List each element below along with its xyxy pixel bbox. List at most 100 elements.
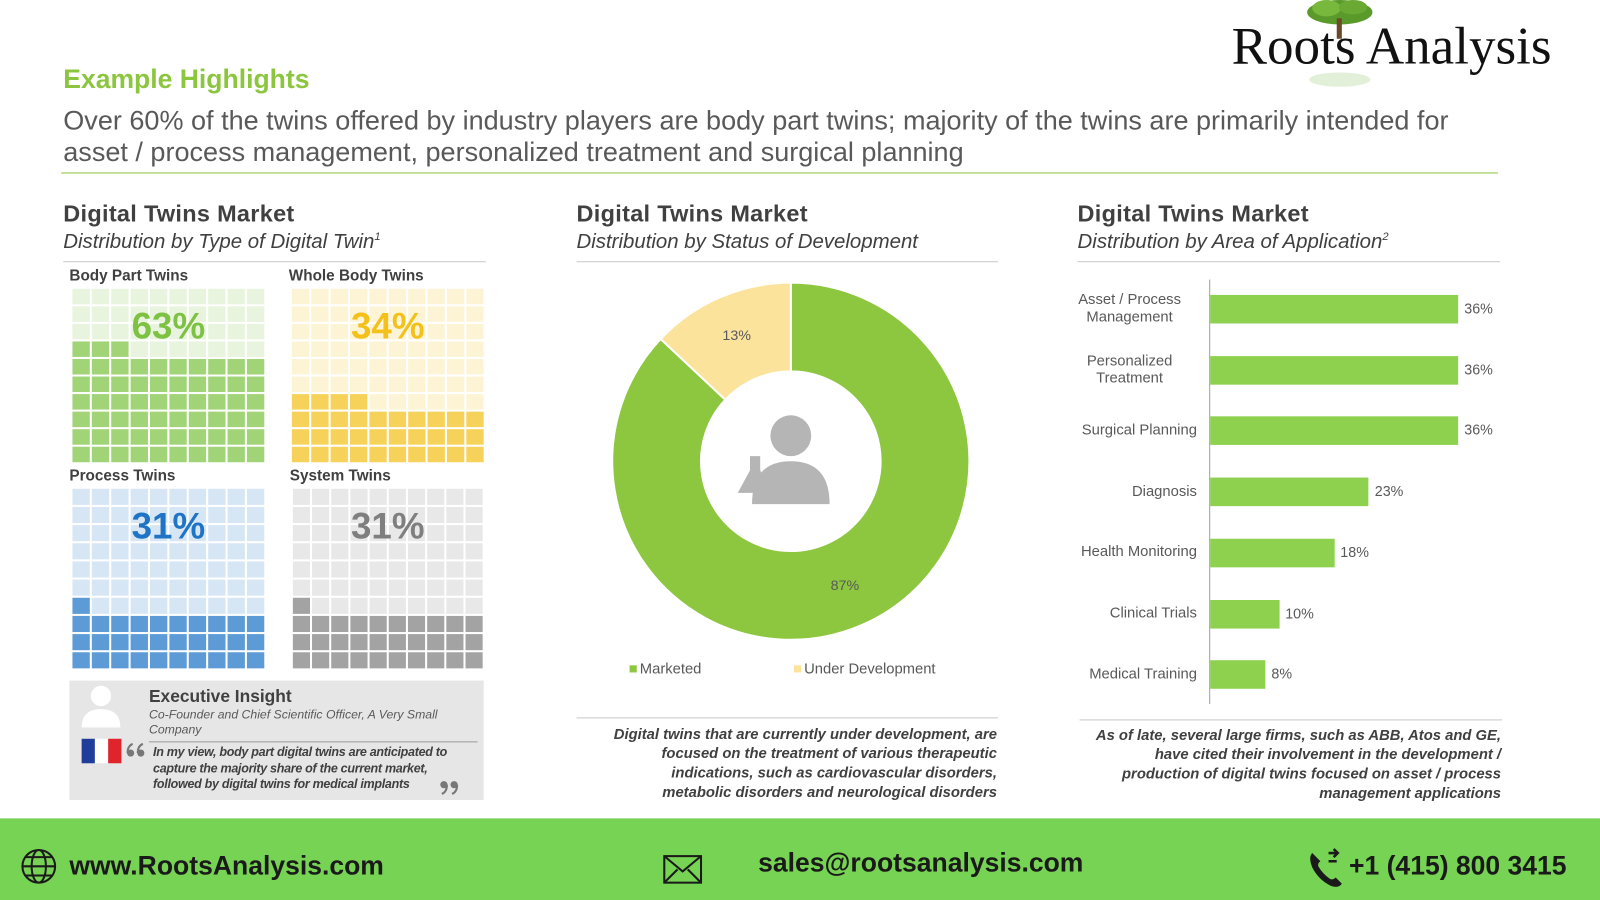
waffle-cell (169, 358, 187, 375)
waffle-cell (331, 561, 349, 578)
category-label: Diagnosis (1131, 483, 1197, 500)
waffle-cell (369, 561, 387, 578)
waffle-cell (246, 323, 265, 340)
waffle-cell (130, 446, 148, 463)
waffle-cell (291, 394, 310, 410)
waffle-cell (111, 488, 129, 505)
waffle-cell (208, 306, 226, 322)
waffle-cell (246, 634, 265, 651)
waffle-cell (311, 394, 329, 410)
waffle-cell (188, 429, 207, 445)
waffle-cell (408, 306, 426, 322)
waffle-cell (169, 341, 187, 357)
waffle-cell (246, 579, 265, 596)
waffle-cell (427, 506, 445, 524)
waffle-cell (388, 579, 406, 596)
waffle-cell (169, 597, 187, 614)
waffle-cell (349, 411, 368, 428)
waffle-cell (427, 376, 445, 393)
waffle-cell (291, 429, 310, 445)
waffle-cell (446, 376, 465, 393)
bar (1210, 599, 1280, 629)
waffle-cell (369, 411, 387, 428)
waffle-cell (208, 411, 226, 428)
waffle-cell (446, 615, 464, 633)
waffle-cell (169, 525, 187, 542)
waffle-cell (169, 323, 187, 340)
waffle-cell (130, 506, 148, 524)
waffle-cell (227, 543, 245, 560)
waffle-cell (369, 341, 387, 357)
waffle-cell (408, 394, 426, 410)
waffle-cell (149, 488, 168, 505)
waffle-cell (149, 652, 168, 669)
waffle-cell (111, 358, 129, 375)
waffle-cell (330, 376, 348, 393)
waffle-cell (349, 446, 368, 463)
waffle-cell (465, 597, 483, 614)
waffle-cell (349, 429, 368, 445)
insight-quote: In my view, body part digital twins are … (153, 744, 448, 791)
waffle-cell (465, 615, 483, 633)
bar-value: 36% (1464, 299, 1493, 317)
footer-website: www.RootsAnalysis.com (69, 849, 384, 881)
waffle-cell (169, 543, 187, 560)
waffle-cell (111, 543, 129, 560)
waffle-cell (311, 341, 329, 357)
waffle-cell (330, 411, 348, 428)
waffle-cell (208, 652, 226, 669)
waffle-cell (350, 488, 368, 505)
waffle-cell (292, 543, 310, 560)
waffle-cell (427, 579, 445, 596)
waffle-cell (427, 561, 445, 578)
legend-label: Under Development (804, 661, 935, 677)
waffle-cell (91, 561, 110, 578)
waffle-cell (169, 652, 187, 669)
waffle-cell (91, 376, 110, 393)
waffle-cell (130, 488, 148, 505)
waffle-cell (208, 394, 226, 410)
waffle-cell (91, 634, 110, 651)
waffle-cell (188, 615, 207, 633)
waffle-cell (408, 429, 426, 445)
waffle-cell (149, 341, 168, 357)
waffle-cell (292, 525, 310, 542)
waffle-cell (208, 376, 226, 393)
waffle-cell (208, 597, 226, 614)
waffle-cell (111, 376, 129, 393)
waffle-cell (312, 543, 330, 560)
waffle-cell (311, 411, 329, 428)
waffle-cell (72, 358, 90, 375)
chart-rule (1077, 261, 1500, 263)
waffle-cell (349, 306, 368, 322)
waffle-cell (407, 579, 426, 596)
bar-value: 10% (1285, 604, 1314, 621)
waffle-cell (330, 429, 348, 445)
waffle-cell (388, 597, 406, 614)
waffle-cell (369, 429, 387, 445)
insight-title: Executive Insight (148, 686, 292, 707)
waffle-cell (311, 288, 329, 305)
waffle-cell (349, 288, 368, 305)
waffle-cell (130, 394, 148, 410)
waffle-cell (111, 323, 129, 340)
icon-body (752, 461, 830, 505)
chart-note: Digital twins that are currently under d… (613, 726, 997, 802)
waffle-cell (369, 323, 387, 340)
waffle-cell (91, 358, 110, 375)
waffle-cell (408, 288, 426, 305)
waffle-cell (330, 358, 348, 375)
waffle-cell (72, 288, 90, 305)
panel-value: 34% (351, 305, 425, 346)
waffle-cell (72, 525, 90, 542)
waffle-cell (427, 358, 445, 375)
chart-subtitle-text: Distribution by Area of Application (1077, 230, 1383, 254)
waffle-fill (72, 597, 265, 669)
waffle-cell (465, 561, 483, 578)
waffle-cell (388, 615, 406, 633)
waffle-cell (407, 543, 426, 560)
waffle-cell (330, 446, 348, 463)
waffle-cell (292, 615, 310, 633)
waffle-cell (72, 323, 90, 340)
waffle-cell (130, 429, 148, 445)
